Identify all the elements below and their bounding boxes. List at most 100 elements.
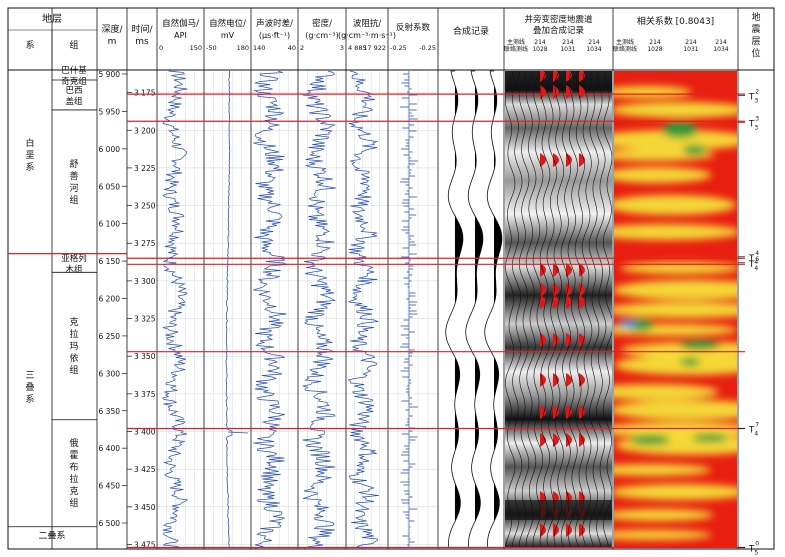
sp-range-max: 180 bbox=[237, 44, 249, 52]
group-name-char: 俄 bbox=[69, 437, 78, 449]
corr-green-spot bbox=[630, 435, 670, 445]
corr-yellow-band bbox=[614, 167, 712, 183]
group-name-char: 组 bbox=[69, 364, 78, 376]
corr-yellow-band bbox=[614, 484, 737, 500]
group-name-char: 拉 bbox=[69, 473, 78, 485]
horizon-sub: 5 bbox=[754, 549, 758, 556]
horizon-sup: 0 bbox=[755, 540, 759, 547]
corr-yellow-band bbox=[614, 195, 737, 215]
time-axis: 3 175 3 200 3 225 3 250 3 275 3 300 3 325 3 350… bbox=[127, 89, 156, 549]
seis-trace bbox=[574, 71, 586, 548]
corr-yellow-band bbox=[614, 530, 713, 540]
horizon-sup: 7 bbox=[755, 421, 759, 428]
corr-yellow-band bbox=[614, 509, 714, 521]
lab-214: 214 bbox=[588, 39, 600, 46]
group-name-line2: 盖组 bbox=[65, 96, 83, 107]
horizon-sup: 3 bbox=[755, 116, 759, 123]
horizon-label: T44 bbox=[748, 250, 759, 266]
seis-red-lobe bbox=[540, 523, 546, 537]
corr-yellow-band bbox=[614, 384, 720, 400]
synthetic-trace bbox=[484, 70, 503, 548]
seis-red-lobe bbox=[566, 263, 572, 277]
time-tick-label: 3 425 bbox=[134, 465, 156, 474]
header-system: 系 bbox=[25, 40, 34, 51]
system-name-char: 白 bbox=[25, 137, 34, 149]
seis-red-lobe bbox=[540, 405, 546, 419]
horizon-col-char: 震 bbox=[751, 24, 760, 35]
horizon-col-char: 位 bbox=[751, 47, 760, 59]
lab-214: 214 bbox=[649, 39, 661, 46]
gr-unit: API bbox=[174, 31, 187, 40]
depth-tick-label: 6 250 bbox=[99, 332, 121, 341]
header-depth-unit: m bbox=[108, 37, 117, 47]
seis-red-lobe bbox=[579, 85, 585, 99]
sp-title: 自然电位/ bbox=[209, 18, 246, 29]
den-unit: (g·cm⁻³) bbox=[305, 31, 338, 40]
seis-red-lobe bbox=[566, 433, 572, 447]
system-name-char: 三 bbox=[25, 371, 34, 381]
seis-red-lobe bbox=[579, 153, 585, 167]
depth-tick-label: 6 400 bbox=[99, 444, 121, 453]
seis-title-2: 叠加合成记录 bbox=[533, 25, 585, 36]
refl-range-min: -0.25 bbox=[390, 44, 407, 52]
system-name-char: 系 bbox=[25, 162, 34, 173]
corr-yellow-band bbox=[614, 355, 737, 375]
time-tick-label: 3 475 bbox=[134, 540, 156, 549]
system-name-char: 叠 bbox=[25, 382, 34, 393]
horizon-sup: 6 bbox=[755, 256, 759, 263]
seis-trace bbox=[602, 71, 612, 548]
time-tick-label: 3 325 bbox=[134, 315, 156, 324]
sp-range-min: -50 bbox=[206, 44, 217, 52]
seis-trace bbox=[539, 71, 551, 548]
ac-range-min: 140 bbox=[253, 44, 265, 52]
seis-red-lobe bbox=[540, 373, 546, 387]
time-tick-label: 3 300 bbox=[134, 277, 156, 286]
seis-trace bbox=[518, 71, 530, 548]
lab-line-1028: 1028 bbox=[532, 46, 547, 53]
depth-tick-label: 6 000 bbox=[99, 145, 121, 154]
seis-red-lobe bbox=[540, 433, 546, 447]
seis-bg bbox=[505, 71, 612, 548]
corr-yellow-band bbox=[614, 280, 737, 300]
seis-red-lobe bbox=[579, 71, 585, 82]
group-name-char: 组 bbox=[69, 497, 78, 509]
time-tick-label: 3 225 bbox=[134, 164, 156, 173]
seis-red-lobe bbox=[579, 283, 585, 297]
corr-green-spot bbox=[680, 358, 700, 366]
seis-red-lobe bbox=[579, 263, 585, 277]
seis-red-lobe bbox=[540, 295, 546, 309]
header-depth: 深度/ bbox=[101, 23, 123, 35]
corr-green-spot bbox=[662, 122, 698, 138]
lab-line-1028: 1028 bbox=[647, 46, 662, 53]
imp-range-max: 17 922 bbox=[363, 44, 386, 52]
group-name-char: 舒 bbox=[69, 158, 78, 170]
time-tick-label: 3 375 bbox=[134, 390, 156, 399]
header-formation: 地层 bbox=[42, 12, 62, 25]
seis-red-lobe bbox=[566, 523, 572, 537]
seis-red-lobe bbox=[540, 85, 546, 99]
time-tick-label: 3 400 bbox=[134, 428, 156, 437]
lab-214: 214 bbox=[534, 39, 546, 46]
synthetic-fill bbox=[475, 71, 483, 548]
depth-tick-label: 5 900 bbox=[99, 70, 121, 79]
corr-green-spot bbox=[683, 145, 707, 155]
synth-title: 合成记录 bbox=[453, 25, 489, 37]
synthetic-trace bbox=[445, 70, 464, 548]
corr-title: 相关系数 [0.8043] bbox=[637, 15, 714, 27]
synthetic-fill bbox=[455, 71, 463, 548]
lab-214: 214 bbox=[715, 39, 727, 46]
horizon-label: T46 bbox=[748, 256, 759, 272]
group-name-char: 河 bbox=[69, 182, 78, 194]
seis-trace bbox=[588, 71, 600, 548]
depth-tick-label: 6 100 bbox=[99, 220, 121, 229]
lab-main-1: 主测线 bbox=[616, 38, 634, 46]
group-name-char: 玛 bbox=[69, 341, 78, 352]
seis-trace bbox=[567, 71, 579, 548]
seis-trace bbox=[546, 71, 558, 548]
sp-unit: mV bbox=[221, 31, 235, 40]
seis-trace bbox=[595, 71, 607, 548]
